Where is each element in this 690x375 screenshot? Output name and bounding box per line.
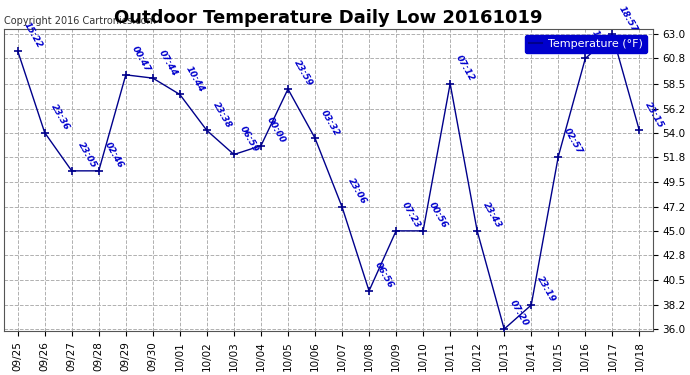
Text: 23:36: 23:36: [49, 103, 71, 132]
Text: Copyright 2016 Cartronics.com: Copyright 2016 Cartronics.com: [4, 16, 156, 26]
Text: 18:57: 18:57: [616, 4, 638, 34]
Text: 02:46: 02:46: [103, 141, 125, 170]
Text: 06:56: 06:56: [373, 261, 395, 290]
Text: 00:56: 00:56: [427, 201, 449, 230]
Text: 06:59: 06:59: [238, 124, 260, 154]
Text: 07:20: 07:20: [509, 299, 531, 328]
Text: 23:05: 23:05: [76, 141, 98, 170]
Text: 23:38: 23:38: [211, 100, 233, 130]
Text: 03:32: 03:32: [319, 108, 342, 137]
Text: 23:19: 23:19: [535, 275, 558, 304]
Text: 23:15: 23:15: [644, 100, 666, 130]
Text: 15:22: 15:22: [22, 21, 44, 50]
Text: 02:57: 02:57: [562, 127, 584, 156]
Text: 10:44: 10:44: [184, 64, 206, 94]
Text: 18:57: 18:57: [589, 28, 611, 58]
Text: 23:43: 23:43: [482, 201, 504, 230]
Text: 07:44: 07:44: [157, 48, 179, 77]
Text: 23:59: 23:59: [292, 59, 314, 88]
Text: 23:06: 23:06: [346, 177, 368, 206]
Text: 07:23: 07:23: [400, 201, 422, 230]
Title: Outdoor Temperature Daily Low 20161019: Outdoor Temperature Daily Low 20161019: [115, 9, 543, 27]
Text: 07:12: 07:12: [454, 54, 476, 83]
Legend: Temperature (°F): Temperature (°F): [524, 34, 647, 54]
Text: 00:47: 00:47: [130, 45, 152, 74]
Text: 00:00: 00:00: [265, 116, 287, 145]
